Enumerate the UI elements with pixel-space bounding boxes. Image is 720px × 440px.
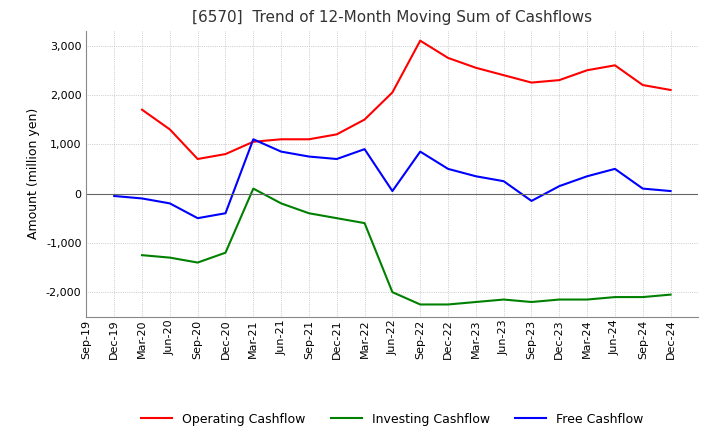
Y-axis label: Amount (million yen): Amount (million yen) <box>27 108 40 239</box>
Operating Cashflow <box>611 62 619 68</box>
Free Cashflow <box>360 147 369 152</box>
Operating Cashflow <box>249 139 258 144</box>
Free Cashflow <box>527 198 536 204</box>
Free Cashflow <box>416 149 425 154</box>
Line: Investing Cashflow: Investing Cashflow <box>142 189 670 304</box>
Legend: Operating Cashflow, Investing Cashflow, Free Cashflow: Operating Cashflow, Investing Cashflow, … <box>136 408 649 431</box>
Free Cashflow <box>110 193 119 198</box>
Title: [6570]  Trend of 12-Month Moving Sum of Cashflows: [6570] Trend of 12-Month Moving Sum of C… <box>192 11 593 26</box>
Free Cashflow <box>472 174 480 179</box>
Free Cashflow <box>555 183 564 189</box>
Operating Cashflow <box>416 38 425 43</box>
Investing Cashflow <box>221 250 230 255</box>
Investing Cashflow <box>166 255 174 260</box>
Operating Cashflow <box>138 107 146 112</box>
Free Cashflow <box>611 166 619 172</box>
Investing Cashflow <box>360 220 369 226</box>
Investing Cashflow <box>472 299 480 304</box>
Free Cashflow <box>276 149 285 154</box>
Investing Cashflow <box>500 297 508 302</box>
Free Cashflow <box>444 166 452 172</box>
Free Cashflow <box>221 211 230 216</box>
Free Cashflow <box>249 137 258 142</box>
Investing Cashflow <box>194 260 202 265</box>
Operating Cashflow <box>472 65 480 70</box>
Line: Free Cashflow: Free Cashflow <box>114 139 670 218</box>
Operating Cashflow <box>388 90 397 95</box>
Free Cashflow <box>639 186 647 191</box>
Free Cashflow <box>305 154 313 159</box>
Investing Cashflow <box>611 294 619 300</box>
Investing Cashflow <box>582 297 591 302</box>
Investing Cashflow <box>527 299 536 304</box>
Operating Cashflow <box>194 156 202 161</box>
Operating Cashflow <box>333 132 341 137</box>
Investing Cashflow <box>444 302 452 307</box>
Investing Cashflow <box>666 292 675 297</box>
Operating Cashflow <box>166 127 174 132</box>
Operating Cashflow <box>500 73 508 78</box>
Operating Cashflow <box>305 137 313 142</box>
Free Cashflow <box>582 174 591 179</box>
Operating Cashflow <box>276 137 285 142</box>
Operating Cashflow <box>666 87 675 92</box>
Investing Cashflow <box>249 186 258 191</box>
Investing Cashflow <box>138 253 146 258</box>
Line: Operating Cashflow: Operating Cashflow <box>142 40 670 159</box>
Investing Cashflow <box>416 302 425 307</box>
Operating Cashflow <box>639 82 647 88</box>
Operating Cashflow <box>444 55 452 61</box>
Investing Cashflow <box>276 201 285 206</box>
Free Cashflow <box>138 196 146 201</box>
Operating Cashflow <box>582 68 591 73</box>
Investing Cashflow <box>555 297 564 302</box>
Free Cashflow <box>194 216 202 221</box>
Free Cashflow <box>666 188 675 194</box>
Free Cashflow <box>388 188 397 194</box>
Operating Cashflow <box>555 77 564 83</box>
Operating Cashflow <box>360 117 369 122</box>
Investing Cashflow <box>388 290 397 295</box>
Free Cashflow <box>333 156 341 161</box>
Operating Cashflow <box>527 80 536 85</box>
Free Cashflow <box>500 179 508 184</box>
Investing Cashflow <box>639 294 647 300</box>
Investing Cashflow <box>305 211 313 216</box>
Free Cashflow <box>166 201 174 206</box>
Investing Cashflow <box>333 216 341 221</box>
Operating Cashflow <box>221 151 230 157</box>
